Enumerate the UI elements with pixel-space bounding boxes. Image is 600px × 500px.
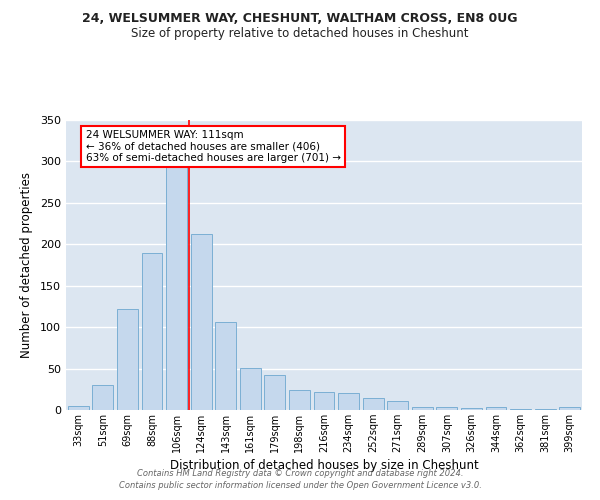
- Bar: [412, 406, 433, 410]
- Bar: [362, 398, 383, 410]
- Bar: [387, 401, 408, 410]
- Bar: [142, 252, 163, 410]
- Bar: [510, 409, 531, 410]
- Bar: [240, 368, 261, 410]
- Bar: [68, 406, 89, 410]
- Text: 24, WELSUMMER WAY, CHESHUNT, WALTHAM CROSS, EN8 0UG: 24, WELSUMMER WAY, CHESHUNT, WALTHAM CRO…: [82, 12, 518, 26]
- Bar: [338, 394, 359, 410]
- Y-axis label: Number of detached properties: Number of detached properties: [20, 172, 33, 358]
- Bar: [166, 136, 187, 410]
- Bar: [559, 406, 580, 410]
- Bar: [117, 309, 138, 410]
- Bar: [314, 392, 334, 410]
- Text: Contains public sector information licensed under the Open Government Licence v3: Contains public sector information licen…: [119, 481, 481, 490]
- X-axis label: Distribution of detached houses by size in Cheshunt: Distribution of detached houses by size …: [170, 459, 478, 472]
- Text: Size of property relative to detached houses in Cheshunt: Size of property relative to detached ho…: [131, 28, 469, 40]
- Bar: [461, 408, 482, 410]
- Bar: [265, 375, 286, 410]
- Bar: [191, 234, 212, 410]
- Bar: [92, 385, 113, 410]
- Bar: [215, 322, 236, 410]
- Bar: [436, 406, 457, 410]
- Text: Contains HM Land Registry data © Crown copyright and database right 2024.: Contains HM Land Registry data © Crown c…: [137, 468, 463, 477]
- Bar: [485, 406, 506, 410]
- Text: 24 WELSUMMER WAY: 111sqm
← 36% of detached houses are smaller (406)
63% of semi-: 24 WELSUMMER WAY: 111sqm ← 36% of detach…: [86, 130, 341, 163]
- Bar: [535, 409, 556, 410]
- Bar: [289, 390, 310, 410]
